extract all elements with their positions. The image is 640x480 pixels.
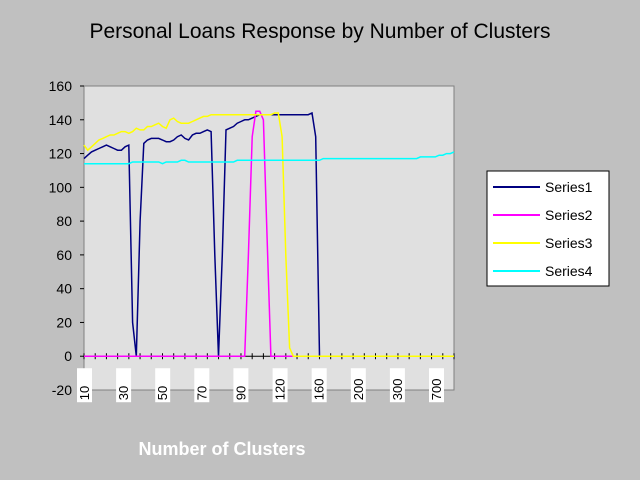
legend-entry: Series2 [545, 207, 593, 223]
x-tick-label: 70 [194, 386, 209, 400]
legend-entry: Series1 [545, 179, 593, 195]
x-tick-label: 120 [273, 379, 288, 401]
y-tick-label: 0 [64, 348, 72, 364]
x-tick-label-bg [311, 368, 327, 403]
x-tick-label-bg [350, 368, 366, 403]
x-tick-label-bg [272, 368, 288, 403]
series-lines [83, 110, 455, 357]
x-tick-label: 160 [312, 379, 327, 401]
y-tick-label: 100 [49, 179, 73, 195]
x-tick-group: 300 [389, 368, 405, 403]
plot-area [83, 85, 455, 391]
x-tick-label-bg [194, 368, 210, 403]
legend-entry: Series3 [545, 235, 593, 251]
series-line-4 [84, 151, 455, 165]
x-tick-group: 10 [77, 368, 92, 403]
x-tick-group: 30 [116, 368, 132, 403]
x-tick-label: 300 [390, 379, 405, 401]
x-tick-label-bg [429, 368, 444, 403]
y-tick-label: -20 [52, 382, 72, 398]
y-tick-label: 160 [49, 78, 73, 94]
x-tick-label: 700 [429, 379, 444, 401]
x-tick-group: 50 [155, 368, 171, 403]
x-tick-label-bg [77, 368, 92, 403]
y-tick-label: 120 [49, 146, 73, 162]
x-tick-label: 50 [155, 386, 170, 400]
y-axis: -20 0 20 40 60 80 100 120 140 160 [49, 78, 84, 398]
y-tick-label: 80 [56, 213, 72, 229]
x-tick-group: 160 [311, 368, 327, 403]
series-line-3 [83, 112, 454, 357]
y-tick-label: 140 [49, 112, 73, 128]
x-tick-label: 30 [116, 386, 131, 400]
legend-entry: Series4 [545, 263, 593, 279]
x-tick-label-bg [389, 368, 405, 403]
x-tick-label: 10 [77, 386, 92, 400]
chart-title: Personal Loans Response by Number of Clu… [89, 20, 550, 43]
x-tick-group: 200 [350, 368, 366, 403]
x-tick-label: 200 [351, 379, 366, 401]
y-tick-label: 20 [56, 314, 72, 330]
x-tick-label: 90 [233, 386, 248, 400]
legend-box [486, 170, 610, 287]
x-tick-group: 700 [429, 368, 444, 403]
x-tick-group: 90 [233, 368, 249, 403]
legend: Series1 Series2 Series3 Series4 [486, 170, 610, 287]
x-tick-group: 70 [194, 368, 210, 403]
y-tick-label: 60 [56, 247, 72, 263]
x-tick-label-bg [233, 368, 249, 403]
x-tick-group: 120 [272, 368, 288, 403]
y-tick-label: 40 [56, 281, 72, 297]
x-axis-label: Number of Clusters [138, 439, 305, 459]
x-tick-label-bg [116, 368, 132, 403]
x-tick-label-bg [155, 368, 171, 403]
